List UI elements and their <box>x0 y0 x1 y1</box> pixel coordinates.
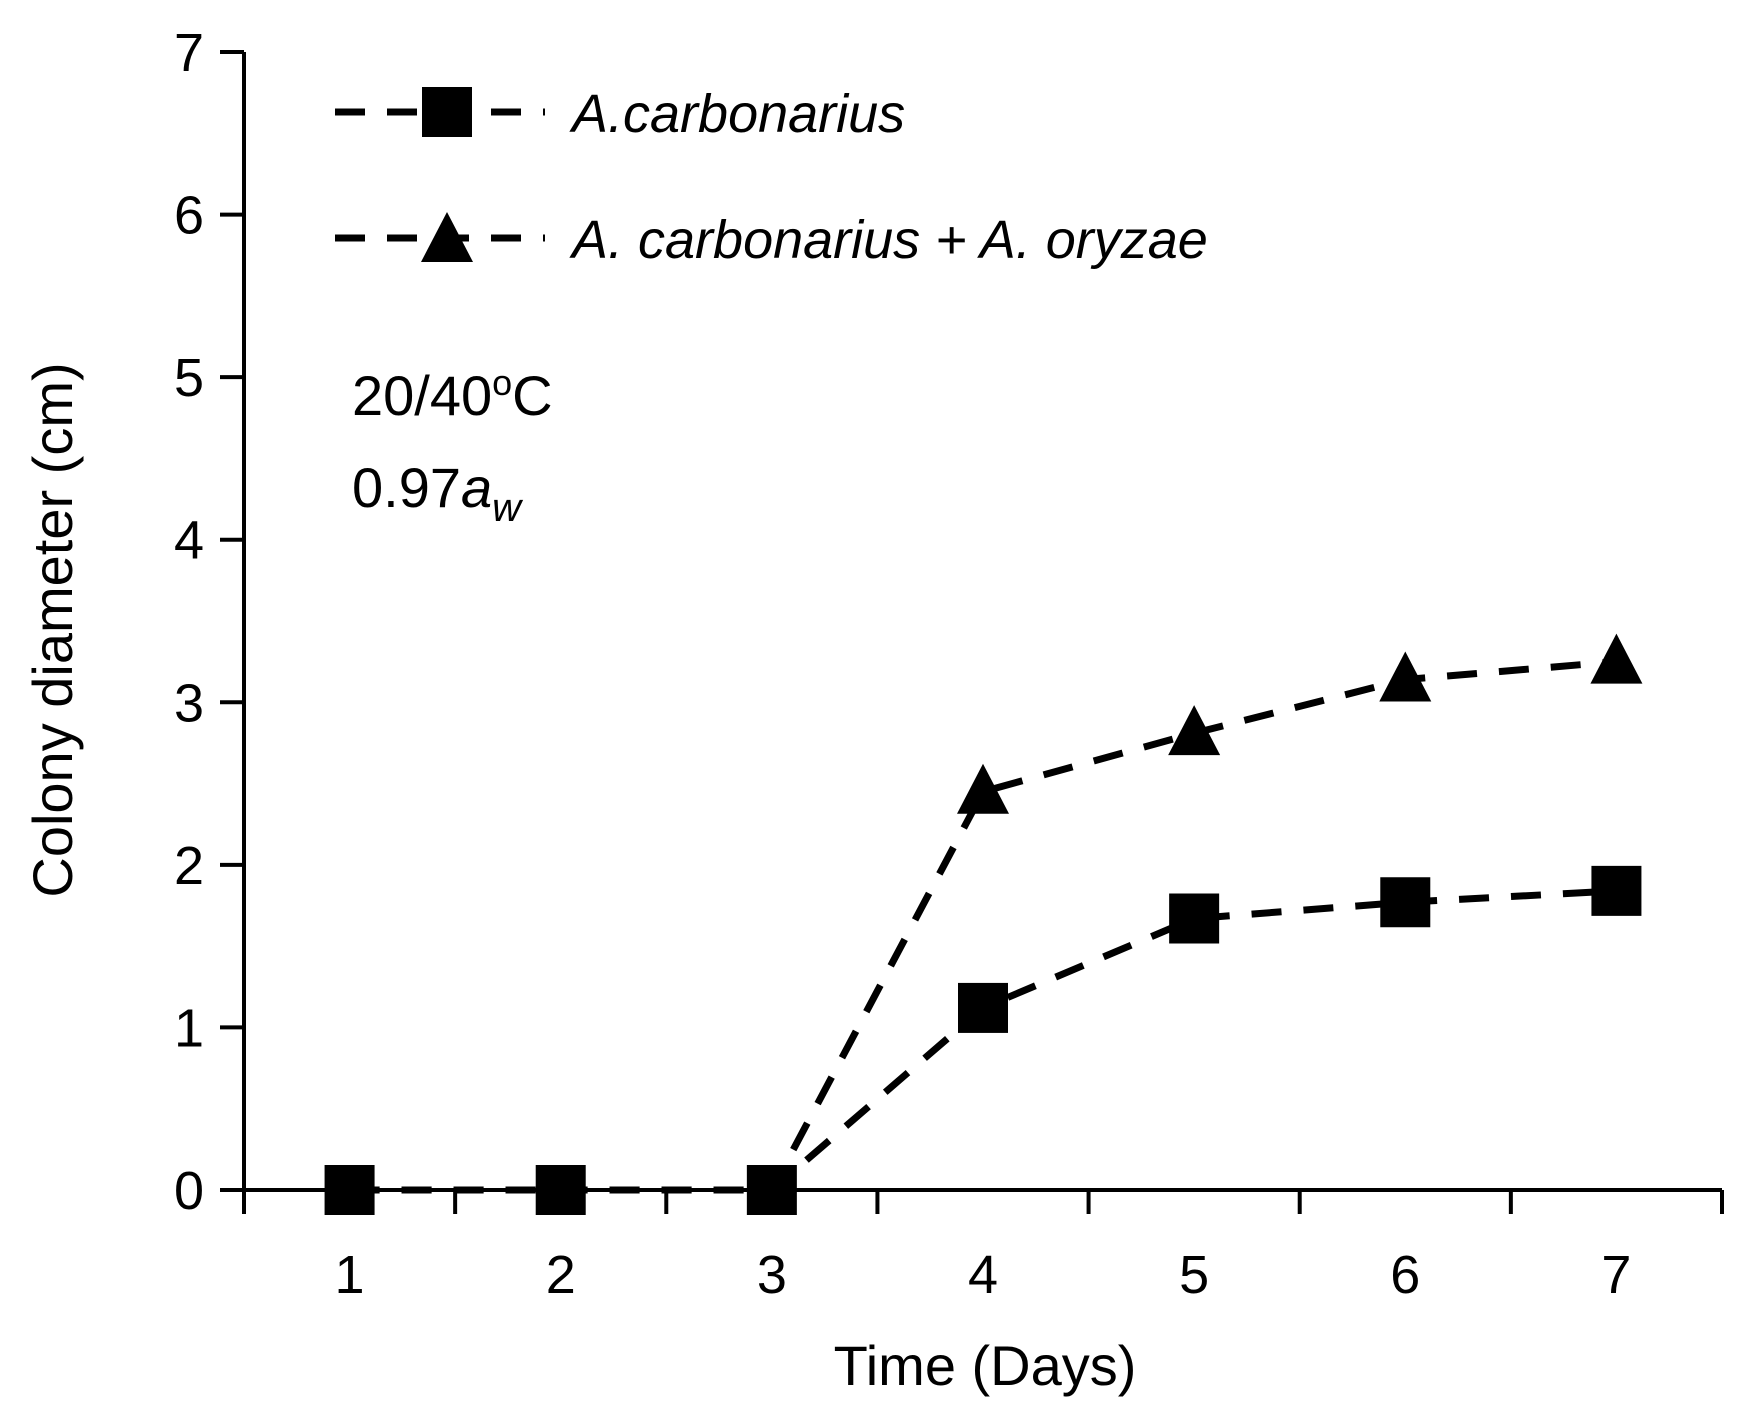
axes: 0 1 2 3 4 5 6 7 1 2 3 4 5 6 7 <box>174 23 1724 1305</box>
x-tick-label: 6 <box>1390 1245 1420 1305</box>
degree-sign: o <box>492 362 512 403</box>
x-tick-label: 2 <box>546 1245 576 1305</box>
legend-marker-triangle <box>421 212 473 262</box>
water-activity-value: 0.97 <box>352 456 461 519</box>
data-point-a-carbonarius <box>746 1165 797 1215</box>
x-tick-label: 3 <box>757 1245 787 1305</box>
y-tick-label: 6 <box>174 186 204 246</box>
temperature-annotation: 20/40oC <box>352 362 553 427</box>
data-point-a-carbonarius <box>1169 893 1220 944</box>
data-point-a-carbonarius-a-oryzae <box>1590 633 1643 684</box>
data-point-a-carbonarius <box>1591 865 1642 916</box>
legend-label-a-carbonarius-a-oryzae: A. carbonarius + A. oryzae <box>569 210 1208 270</box>
y-tick-label: 5 <box>174 348 204 408</box>
y-tick-label: 4 <box>174 511 204 571</box>
data-point-a-carbonarius <box>1380 877 1431 928</box>
x-axis-title: Time (Days) <box>834 1334 1137 1397</box>
series-line-a-carbonarius <box>349 887 1617 1194</box>
legend-label-a-carbonarius: A.carbonarius <box>569 84 905 144</box>
temperature-range: 20/40 <box>352 364 492 427</box>
y-tick-label: 7 <box>174 23 204 83</box>
water-activity-annotation: 0.97aw <box>352 456 524 530</box>
data-point-a-carbonarius <box>324 1165 375 1215</box>
x-tick-label: 4 <box>968 1245 998 1305</box>
legend: A.carbonarius A. carbonarius + A. oryzae <box>335 84 1208 270</box>
water-activity-symbol: a <box>461 456 492 519</box>
y-tick-label: 3 <box>174 673 204 733</box>
temperature-unit: C <box>512 364 552 427</box>
series-markers <box>324 633 1643 1215</box>
y-tick-label: 0 <box>174 1161 204 1221</box>
x-tick-label: 1 <box>335 1245 365 1305</box>
legend-marker-square <box>422 87 472 137</box>
y-axis-title: Colony diameter (cm) <box>21 362 84 897</box>
data-point-a-carbonarius <box>958 982 1008 1033</box>
x-tick-label: 7 <box>1601 1245 1631 1305</box>
water-activity-subscript: w <box>492 486 524 530</box>
data-point-a-carbonarius <box>535 1165 586 1215</box>
x-tick-label: 5 <box>1179 1245 1209 1305</box>
data-point-a-carbonarius-a-oryzae <box>957 763 1009 814</box>
y-tick-label: 2 <box>174 836 204 896</box>
data-point-a-carbonarius-a-oryzae <box>1379 651 1432 702</box>
data-point-a-carbonarius-a-oryzae <box>1168 705 1221 756</box>
y-tick-label: 1 <box>174 998 204 1058</box>
